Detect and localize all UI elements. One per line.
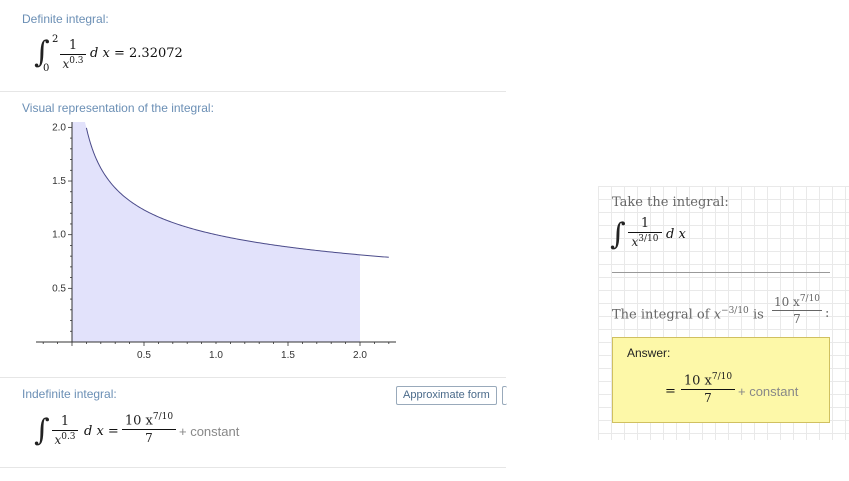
differential: d x (90, 46, 110, 61)
y-tick-label: 1.5 (52, 176, 66, 187)
indefinite-integral-title: Indefinite integral: (22, 387, 117, 401)
lower-limit: 0 (43, 63, 50, 74)
x-tick-label: 2.0 (353, 350, 367, 361)
step-by-step-panel: Take the integral: ∫ 1 x3/10 d x The int… (598, 186, 849, 440)
y-tick-label: 2.0 (52, 122, 66, 133)
integrand-fraction: 1 x0.3 (60, 38, 86, 71)
approximate-form-button[interactable]: Approximate form (396, 386, 497, 405)
answer-box: Answer: = 10 x7/10 7 + constant (612, 337, 830, 423)
function-curve (85, 127, 389, 258)
answer-fraction: 10 x7/10 7 (681, 372, 735, 405)
x-tick-label: 0.5 (137, 350, 151, 361)
differential: d x = (84, 424, 119, 439)
antiderivative-fraction: 10 x7/10 7 (122, 412, 176, 445)
answer-equals: = (665, 384, 676, 399)
more-options-button[interactable] (502, 386, 507, 405)
shaded-area (72, 122, 360, 342)
rule-result-fraction: 10 x7/10 7 (772, 294, 822, 326)
integral-plot: 0.5 1.0 1.5 2.0 0.5 1.0 1.5 2.0 (36, 122, 396, 361)
upper-limit: 2 (52, 34, 59, 45)
results-panel: Definite integral: ∫ 2 0 1 x0.3 d x = 2.… (0, 12, 507, 468)
step-differential: d x (666, 227, 686, 242)
constant-term: + constant (179, 424, 240, 439)
x-tick-label: 1.5 (281, 350, 295, 361)
integral-sign: ∫ (34, 413, 50, 448)
y-tick-label: 0.5 (52, 283, 66, 294)
definite-integral-title: Definite integral: (22, 12, 109, 26)
definite-result: = 2.32072 (114, 46, 183, 61)
answer-label: Answer: (627, 346, 671, 360)
take-integral-label: Take the integral: (612, 195, 729, 210)
integrand-fraction: 1 x0.3 (52, 414, 78, 447)
visual-representation-title: Visual representation of the integral: (22, 101, 214, 115)
y-tick-label: 1.0 (52, 230, 66, 241)
integral-sign: ∫ (34, 35, 50, 70)
x-tick-label: 1.0 (209, 350, 223, 361)
integral-rule-text: The integral of x−3/10 is (612, 306, 764, 323)
step-integrand-fraction: 1 x3/10 (628, 216, 662, 249)
integral-sign: ∫ (610, 217, 626, 252)
answer-constant: + constant (738, 384, 799, 399)
